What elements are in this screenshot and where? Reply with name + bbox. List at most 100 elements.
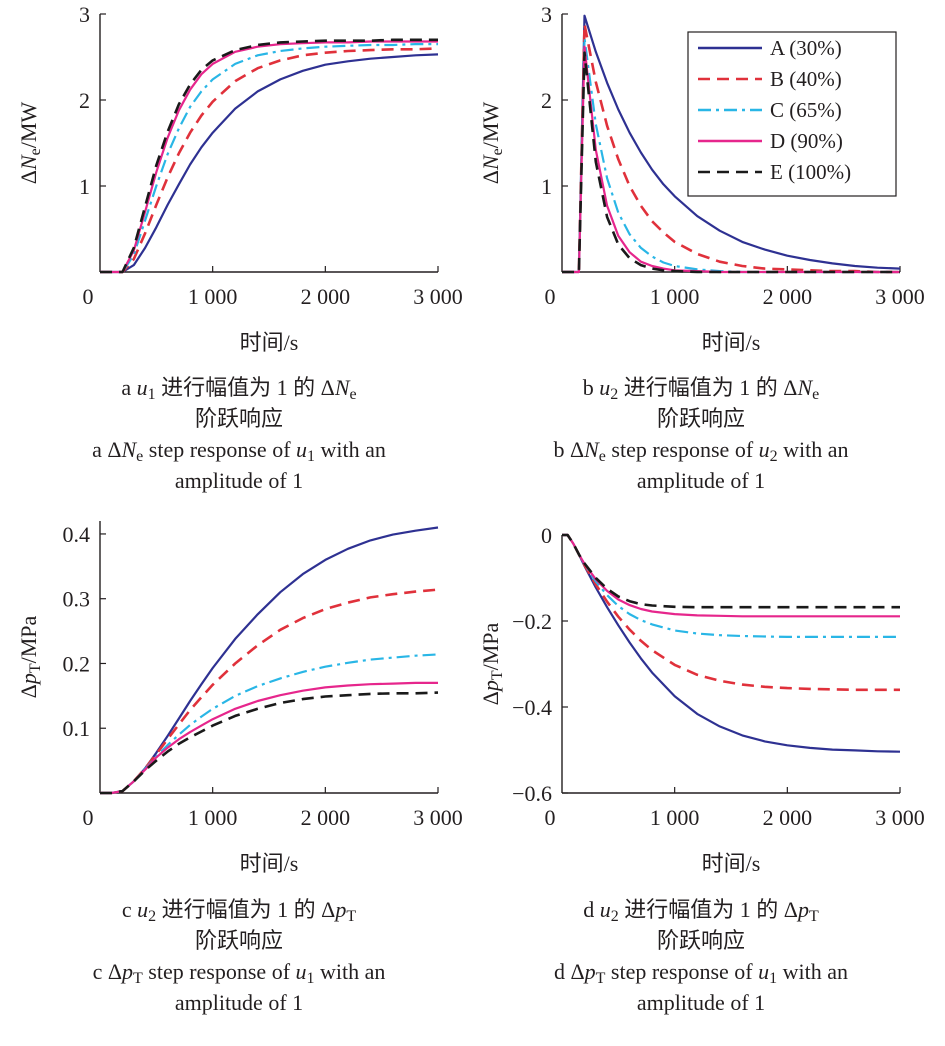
caption-text-run: e [350, 386, 357, 403]
series-line-e [100, 691, 439, 795]
caption-text-run: Δ [784, 897, 798, 922]
caption-text-run: p [333, 897, 346, 922]
x-tick-label: 0 [83, 284, 94, 309]
caption-text-run: u [758, 959, 769, 984]
caption-cn-line1: d u2 进行幅值为 1 的 ΔpT [583, 897, 819, 925]
y-axis-label-symbol: N [16, 154, 41, 171]
x-axis-label: 时间/s [702, 851, 761, 876]
caption-text-run: amplitude of 1 [637, 468, 765, 493]
x-tick-label: 3 000 [413, 284, 463, 309]
caption-text-run: u [137, 375, 148, 400]
caption-cn-line1: a u1 进行幅值为 1 的 ΔNe [121, 375, 356, 403]
caption-text-run: d [583, 897, 600, 922]
x-tick-label: 2 000 [763, 284, 813, 309]
caption-text-run: step response of [143, 437, 296, 462]
caption-text-run: b [553, 437, 570, 462]
caption-text-run: 阶跃响应 [657, 928, 745, 953]
x-axis-label: 时间/s [702, 330, 761, 355]
caption-text-run: Δ [321, 375, 335, 400]
caption-text-run: N [120, 437, 137, 462]
caption-text-run: 2 [611, 908, 619, 925]
y-tick-label: 0.3 [63, 587, 91, 612]
y-tick-label: 0.2 [63, 651, 91, 676]
caption-text-run: 1 [769, 970, 777, 987]
series-line-e [562, 533, 900, 609]
caption-text-run: u [599, 375, 610, 400]
caption-text-run: 进行幅值为 1 的 [156, 897, 321, 922]
caption-text-run: Δ [321, 897, 335, 922]
series-line-c [562, 533, 900, 638]
y-tick-label: 3 [541, 2, 552, 27]
caption-text-run: p [583, 959, 596, 984]
series-line-b [562, 23, 900, 274]
y-tick-label: −0.6 [512, 781, 552, 806]
y-tick-label: 0.1 [63, 716, 91, 741]
x-tick-label: 0 [545, 805, 556, 830]
caption-text-run: u [296, 437, 307, 462]
caption-text-run: 1 [307, 448, 315, 465]
y-axis-label-subscript: e [489, 148, 506, 155]
y-tick-label: 0.4 [63, 522, 91, 547]
x-tick-label: 1 000 [188, 805, 238, 830]
x-tick-label: 2 000 [301, 805, 351, 830]
caption-text-run: p [796, 897, 809, 922]
caption-text-run: e [812, 386, 819, 403]
series-line-e [100, 38, 438, 274]
legend-label-d: D (90%) [770, 129, 843, 153]
caption-text-run: e [136, 448, 143, 465]
caption-en-line1: d ΔpT step response of u1 with an [554, 959, 848, 987]
caption-text-run: Δ [107, 437, 121, 462]
caption-text-run: step response of [605, 959, 758, 984]
caption-text-run: p [120, 959, 133, 984]
caption-text-run: a [121, 375, 136, 400]
x-axis-label: 时间/s [240, 330, 299, 355]
series-line-a [562, 533, 901, 753]
caption-text-run: 1 [148, 386, 156, 403]
caption-text-run: T [809, 908, 819, 925]
caption-text-run: 进行幅值为 1 的 [619, 897, 784, 922]
caption-text-run: with an [315, 437, 386, 462]
legend-label-a: A (30%) [770, 36, 842, 60]
caption-text-run: c [122, 897, 137, 922]
x-tick-label: 2 000 [301, 284, 351, 309]
caption-text-run: u [137, 897, 148, 922]
caption-text-run: 阶跃响应 [195, 928, 283, 953]
caption-en-line1: b ΔNe step response of u2 with an [553, 437, 848, 465]
x-tick-label: 0 [545, 284, 556, 309]
y-axis-label: ΔNe/MW [478, 102, 506, 185]
caption-text-run: 2 [148, 908, 156, 925]
x-tick-label: 3 000 [875, 284, 925, 309]
caption-text-run: 2 [770, 448, 778, 465]
caption-text-run: with an [777, 959, 848, 984]
caption-text-run: with an [315, 959, 386, 984]
y-tick-label: −0.2 [512, 609, 552, 634]
caption-cn-line2: 阶跃响应 [195, 928, 283, 953]
caption-text-run: b [583, 375, 600, 400]
series-line-e [562, 51, 900, 274]
series-line-a [100, 526, 439, 795]
y-tick-label: 1 [79, 174, 90, 199]
caption-en-line2: amplitude of 1 [637, 468, 765, 493]
caption-en-line1: a ΔNe step response of u1 with an [92, 437, 386, 465]
caption-cn-line1: b u2 进行幅值为 1 的 ΔNe [583, 375, 819, 403]
y-tick-label: −0.4 [512, 695, 552, 720]
caption-text-run: amplitude of 1 [175, 990, 303, 1015]
caption-text-run: a [92, 437, 107, 462]
caption-en-line2: amplitude of 1 [175, 468, 303, 493]
y-tick-label: 1 [541, 174, 552, 199]
y-axis-label-delta: Δ [16, 684, 41, 698]
x-tick-label: 0 [83, 805, 94, 830]
caption-text-run: 阶跃响应 [657, 406, 745, 431]
caption-text-run: 2 [610, 386, 618, 403]
caption-text-run: with an [778, 437, 849, 462]
y-axis-label-subscript: e [27, 148, 44, 155]
y-axis-label-symbol: p [478, 680, 503, 693]
y-axis-label: ΔpT/MPa [16, 615, 44, 698]
caption-text-run: amplitude of 1 [175, 468, 303, 493]
caption-en-line2: amplitude of 1 [175, 990, 303, 1015]
caption-text-run: N [334, 375, 351, 400]
caption-cn-line2: 阶跃响应 [657, 928, 745, 953]
y-tick-label: 3 [79, 2, 90, 27]
caption-cn-line2: 阶跃响应 [195, 406, 283, 431]
